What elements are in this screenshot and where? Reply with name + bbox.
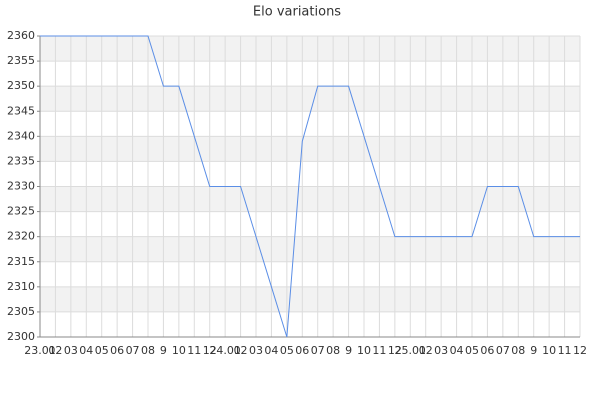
chart-title: Elo variations (253, 5, 341, 20)
x-tick-label: 11 (372, 344, 386, 357)
x-tick-label: 02 (234, 344, 248, 357)
x-tick-label: 23.01 (24, 344, 56, 357)
x-tick-label: 07 (126, 344, 140, 357)
x-tick-label: 12 (203, 344, 217, 357)
x-tick-label: 06 (110, 344, 124, 357)
x-tick-label: 9 (345, 344, 352, 357)
x-tick-label: 11 (558, 344, 572, 357)
x-tick-label: 25.01 (395, 344, 427, 357)
y-tick-label: 2330 (7, 180, 35, 193)
x-tick-label: 08 (511, 344, 525, 357)
y-tick-label: 2350 (7, 79, 35, 92)
grid-band (40, 236, 580, 262)
y-tick-label: 2340 (7, 129, 35, 142)
x-tick-label: 08 (141, 344, 155, 357)
y-tick-label: 2335 (7, 154, 35, 167)
x-tick-label: 05 (465, 344, 479, 357)
y-tick-label: 2355 (7, 54, 35, 67)
y-tick-label: 2320 (7, 230, 35, 243)
line (40, 35, 580, 338)
x-tick-label: 10 (542, 344, 556, 357)
y-tick-label: 2305 (7, 305, 35, 318)
x-tick-label: 11 (187, 344, 201, 357)
x-tick-label: 07 (496, 344, 510, 357)
x-tick-label: 06 (480, 344, 494, 357)
x-tick-label: 04 (264, 344, 278, 357)
x-tick-label: 03 (434, 344, 448, 357)
x-tick-label: 03 (64, 344, 78, 357)
x-tick-label: 04 (79, 344, 93, 357)
x-tick-label: 02 (419, 344, 433, 357)
grid-band (40, 286, 580, 312)
x-tick-label: 07 (311, 344, 325, 357)
x-tick-label: 03 (249, 344, 263, 357)
grid-band (40, 186, 580, 212)
x-tick-label: 9 (530, 344, 537, 357)
x-tick-label: 24.01 (209, 344, 241, 357)
x-tick-label: 08 (326, 344, 340, 357)
y-tick-label: 2360 (7, 29, 35, 42)
x-tick-label: 12 (573, 344, 587, 357)
x-tick-label: 05 (280, 344, 294, 357)
grid-band (40, 136, 580, 162)
x-tick-label: 10 (172, 344, 186, 357)
x-tick-label: 06 (295, 344, 309, 357)
x-tick-label: 02 (48, 344, 62, 357)
x-tick-label: 12 (388, 344, 402, 357)
y-tick-label: 2300 (7, 330, 35, 343)
x-tick-label: 04 (450, 344, 464, 357)
y-tick-label: 2325 (7, 205, 35, 218)
grid-band (40, 36, 580, 62)
grid-band (40, 86, 580, 112)
y-tick-label: 2310 (7, 280, 35, 293)
x-tick-label: 10 (357, 344, 371, 357)
x-tick-label: 9 (160, 344, 167, 357)
x-tick-label: 05 (95, 344, 109, 357)
y-tick-label: 2315 (7, 255, 35, 268)
y-tick-label: 2345 (7, 104, 35, 117)
